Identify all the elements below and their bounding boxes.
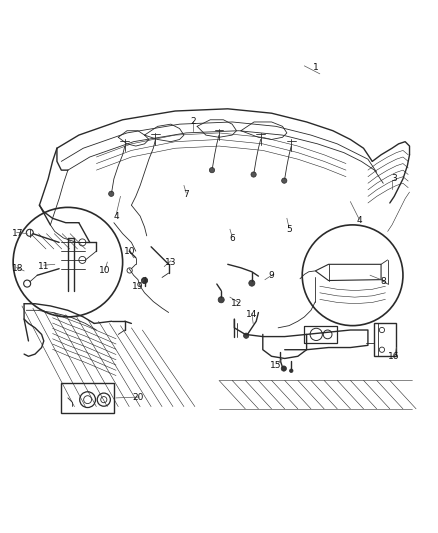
Text: 4: 4 [113, 212, 119, 221]
Circle shape [249, 280, 255, 286]
Circle shape [244, 333, 249, 338]
Text: 4: 4 [357, 216, 362, 225]
Text: 16: 16 [389, 352, 400, 361]
Circle shape [290, 369, 293, 373]
Text: 15: 15 [270, 360, 282, 369]
Circle shape [251, 172, 256, 177]
Text: 10: 10 [124, 247, 135, 256]
Circle shape [209, 167, 215, 173]
Text: 17: 17 [12, 229, 23, 238]
Circle shape [141, 278, 148, 284]
Text: 8: 8 [380, 277, 386, 286]
Text: 6: 6 [229, 233, 235, 243]
Text: 3: 3 [391, 174, 397, 183]
Text: 12: 12 [231, 299, 242, 308]
Text: 1: 1 [312, 63, 318, 72]
Bar [304, 326, 337, 343]
Text: 14: 14 [246, 310, 258, 319]
Text: 5: 5 [286, 225, 292, 234]
Text: 13: 13 [165, 257, 177, 266]
Text: 2: 2 [190, 117, 195, 126]
Text: 9: 9 [268, 271, 275, 280]
Text: 11: 11 [38, 262, 49, 271]
Text: 7: 7 [183, 190, 189, 199]
Text: 18: 18 [12, 264, 23, 273]
Circle shape [281, 366, 286, 371]
Bar [374, 324, 396, 356]
Bar [61, 383, 114, 413]
Text: 19: 19 [132, 282, 144, 290]
Text: 10: 10 [99, 266, 111, 276]
Circle shape [282, 178, 287, 183]
Text: 20: 20 [132, 393, 144, 402]
Circle shape [218, 297, 224, 303]
Circle shape [109, 191, 114, 197]
